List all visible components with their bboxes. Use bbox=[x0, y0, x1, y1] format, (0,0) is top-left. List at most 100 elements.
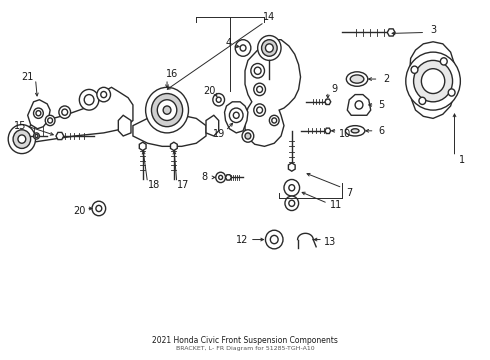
Ellipse shape bbox=[351, 129, 359, 133]
Circle shape bbox=[8, 125, 35, 154]
Circle shape bbox=[157, 100, 177, 121]
Circle shape bbox=[258, 36, 281, 60]
Text: 20: 20 bbox=[203, 86, 215, 96]
Text: 21: 21 bbox=[22, 72, 34, 82]
Circle shape bbox=[411, 66, 418, 73]
Circle shape bbox=[257, 107, 263, 113]
Polygon shape bbox=[171, 142, 177, 150]
Polygon shape bbox=[206, 115, 219, 136]
Ellipse shape bbox=[350, 75, 364, 83]
Circle shape bbox=[421, 69, 445, 94]
Circle shape bbox=[262, 40, 277, 56]
Text: 2021 Honda Civic Front Suspension Components: 2021 Honda Civic Front Suspension Compon… bbox=[152, 336, 338, 345]
Circle shape bbox=[101, 91, 107, 98]
Text: 18: 18 bbox=[148, 180, 161, 190]
Circle shape bbox=[213, 94, 224, 106]
Circle shape bbox=[35, 134, 38, 138]
Ellipse shape bbox=[345, 126, 365, 136]
Text: 8: 8 bbox=[201, 172, 207, 183]
Polygon shape bbox=[18, 87, 133, 147]
Text: 14: 14 bbox=[263, 12, 275, 22]
Circle shape bbox=[96, 205, 102, 212]
Polygon shape bbox=[139, 142, 146, 150]
Polygon shape bbox=[325, 99, 331, 104]
Polygon shape bbox=[289, 163, 295, 171]
Circle shape bbox=[36, 111, 41, 116]
Circle shape bbox=[289, 200, 294, 206]
Text: 11: 11 bbox=[329, 201, 342, 210]
Circle shape bbox=[270, 235, 278, 244]
Polygon shape bbox=[245, 40, 300, 147]
Circle shape bbox=[79, 89, 99, 110]
Circle shape bbox=[48, 118, 52, 123]
Text: 2: 2 bbox=[383, 74, 390, 84]
Polygon shape bbox=[410, 42, 457, 118]
Text: 17: 17 bbox=[177, 180, 190, 190]
Circle shape bbox=[62, 109, 68, 115]
Circle shape bbox=[272, 118, 277, 123]
Circle shape bbox=[33, 133, 39, 139]
Polygon shape bbox=[118, 115, 131, 136]
Circle shape bbox=[266, 44, 273, 52]
Circle shape bbox=[45, 115, 55, 126]
Polygon shape bbox=[347, 95, 371, 115]
Text: 9: 9 bbox=[332, 84, 338, 94]
Circle shape bbox=[257, 86, 263, 93]
Text: 20: 20 bbox=[73, 206, 86, 216]
Text: 13: 13 bbox=[324, 237, 336, 247]
Polygon shape bbox=[387, 29, 395, 36]
Circle shape bbox=[216, 172, 225, 183]
Circle shape bbox=[97, 87, 111, 102]
Circle shape bbox=[242, 130, 254, 142]
Circle shape bbox=[146, 87, 189, 133]
Circle shape bbox=[284, 180, 299, 196]
Circle shape bbox=[59, 106, 71, 118]
Circle shape bbox=[84, 95, 94, 105]
Circle shape bbox=[285, 196, 298, 211]
Circle shape bbox=[419, 97, 426, 104]
Circle shape bbox=[235, 40, 251, 56]
Circle shape bbox=[13, 130, 30, 148]
Circle shape bbox=[414, 60, 453, 102]
Text: 1: 1 bbox=[459, 155, 466, 165]
Circle shape bbox=[216, 97, 221, 102]
Text: 15: 15 bbox=[14, 121, 26, 131]
Text: 5: 5 bbox=[378, 100, 385, 110]
Circle shape bbox=[163, 106, 171, 114]
Text: 10: 10 bbox=[339, 129, 351, 139]
Circle shape bbox=[151, 94, 183, 127]
Text: 4: 4 bbox=[225, 38, 231, 48]
Polygon shape bbox=[56, 132, 64, 140]
Ellipse shape bbox=[346, 72, 368, 86]
Text: 7: 7 bbox=[346, 188, 352, 198]
Circle shape bbox=[448, 89, 455, 96]
Text: 6: 6 bbox=[378, 126, 385, 136]
Polygon shape bbox=[224, 102, 248, 133]
Polygon shape bbox=[28, 100, 50, 129]
Circle shape bbox=[266, 230, 283, 249]
Circle shape bbox=[254, 104, 266, 116]
Text: 19: 19 bbox=[213, 129, 225, 139]
Circle shape bbox=[406, 52, 460, 110]
Circle shape bbox=[254, 67, 261, 75]
Circle shape bbox=[240, 45, 246, 51]
Circle shape bbox=[270, 115, 279, 126]
Circle shape bbox=[229, 108, 243, 122]
Text: 3: 3 bbox=[430, 26, 436, 35]
Circle shape bbox=[254, 83, 266, 96]
Polygon shape bbox=[133, 115, 206, 147]
Circle shape bbox=[289, 185, 294, 191]
Circle shape bbox=[441, 58, 447, 65]
Circle shape bbox=[92, 201, 106, 216]
Circle shape bbox=[18, 135, 26, 143]
Text: 12: 12 bbox=[236, 234, 248, 244]
Polygon shape bbox=[325, 128, 331, 134]
Circle shape bbox=[33, 108, 43, 118]
Circle shape bbox=[245, 133, 251, 139]
Circle shape bbox=[355, 101, 363, 109]
Circle shape bbox=[219, 175, 222, 180]
Polygon shape bbox=[225, 175, 231, 180]
Text: BRACKET, L- FR Diagram for 51285-TGH-A10: BRACKET, L- FR Diagram for 51285-TGH-A10 bbox=[176, 346, 314, 351]
Circle shape bbox=[233, 112, 239, 118]
Text: 16: 16 bbox=[166, 69, 178, 79]
